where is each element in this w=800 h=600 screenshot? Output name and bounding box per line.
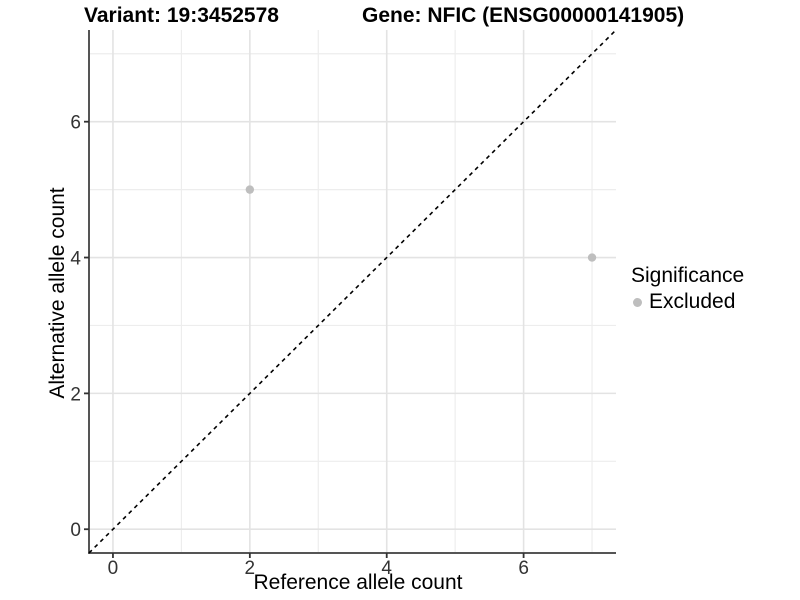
variant-title: Variant: 19:3452578 <box>84 4 279 27</box>
legend-item-label: Excluded <box>649 290 736 313</box>
identity-reference-line <box>88 29 617 554</box>
gene-title: Gene: NFIC (ENSG00000141905) <box>362 4 685 27</box>
x-tick-label: 4 <box>381 558 392 579</box>
y-tick-label: 0 <box>70 520 81 541</box>
data-point <box>587 253 597 262</box>
x-tick-label: 0 <box>108 558 119 579</box>
y-tick-label: 4 <box>70 249 81 270</box>
x-tick-label: 6 <box>518 558 529 579</box>
x-tick-label: 2 <box>245 558 256 579</box>
excluded-point-icon <box>633 297 642 307</box>
legend-title: Significance <box>631 264 745 287</box>
y-tick-label: 6 <box>70 113 81 134</box>
x-axis-label: Reference allele count <box>253 571 463 594</box>
legend-item-excluded: Excluded <box>631 290 744 314</box>
legend: Significance Excluded <box>631 264 744 314</box>
y-tick-label: 2 <box>70 384 81 405</box>
data-point <box>245 185 255 194</box>
y-axis-label: Alternative allele count <box>46 187 69 399</box>
